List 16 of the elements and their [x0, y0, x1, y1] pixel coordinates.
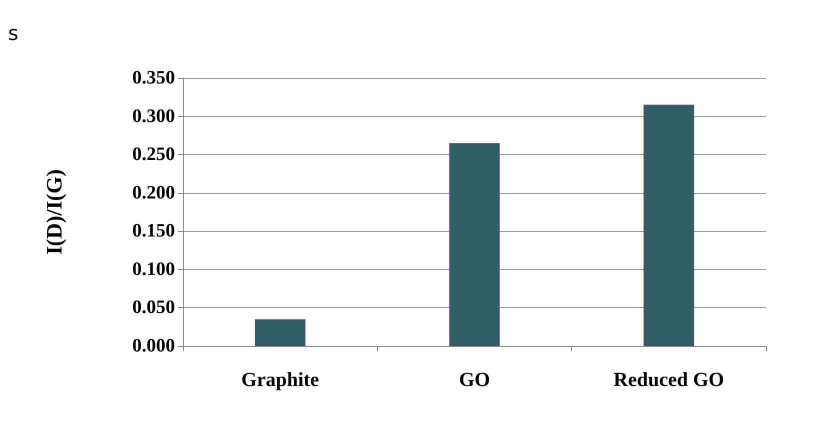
y-tick-label: 0.350 — [132, 68, 175, 88]
y-axis-title: I(D)/I(G) — [42, 169, 66, 255]
y-tick-label: 0.300 — [132, 106, 175, 127]
x-tick-label: Reduced GO — [614, 369, 724, 391]
text: s — [8, 21, 18, 45]
y-tick-label: 0.000 — [132, 336, 175, 356]
bar — [644, 104, 694, 346]
y-tick-label: 0.050 — [132, 297, 175, 318]
bar — [254, 319, 306, 346]
x-tick-label: GO — [458, 369, 490, 391]
y-tick-label: 0.250 — [132, 144, 175, 166]
y-tick-label: 0.150 — [132, 220, 175, 242]
y-tick-label: 0.200 — [132, 182, 175, 204]
x-tick-label: Graphite — [241, 369, 320, 391]
y-tick-label: 0.100 — [132, 258, 175, 280]
bar — [449, 143, 500, 346]
